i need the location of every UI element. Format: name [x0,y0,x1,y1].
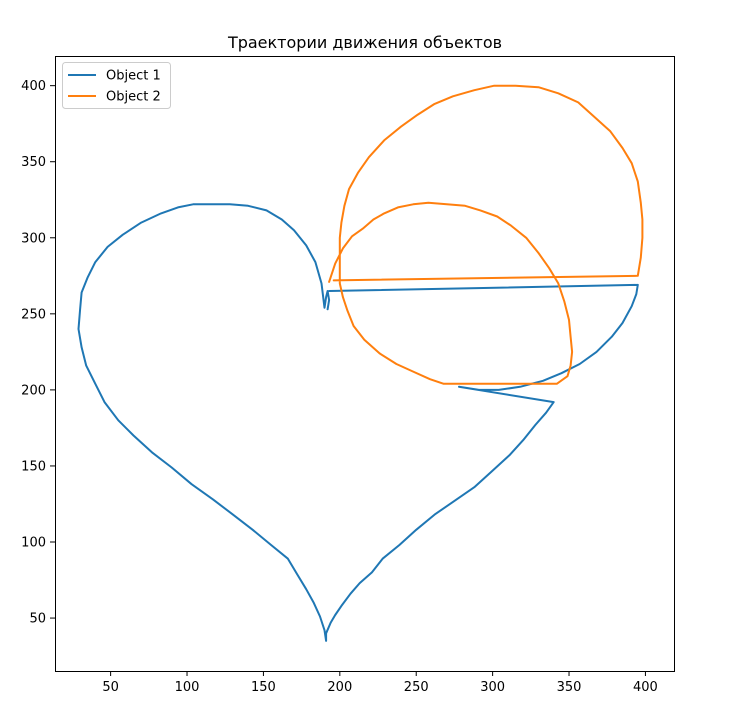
y-tick-label: 350 [21,155,46,170]
series-layer [77,84,644,642]
y-tick-label: 50 [29,612,46,627]
y-tick-label: 300 [21,231,46,246]
legend-label-object-1: Object 1 [106,69,161,84]
legend: Object 1 Object 2 [62,62,171,109]
series-line-object-1 [77,203,639,642]
chart-title: Траектории движения объектов [227,33,502,52]
x-tick-label: 250 [404,680,429,695]
x-tick-label: 300 [480,680,505,695]
legend-label-object-2: Object 2 [106,90,161,105]
x-tick-label: 50 [102,680,119,695]
y-tick-label: 400 [21,79,46,94]
y-tick-label: 200 [21,383,46,398]
series-line-object-2 [328,84,644,385]
x-axis: 50 100 150 200 250 300 350 400 [102,671,658,695]
y-axis: 50 100 150 200 250 300 350 400 [21,79,55,627]
x-tick-label: 350 [557,680,582,695]
x-tick-label: 400 [633,680,658,695]
y-tick-label: 250 [21,307,46,322]
y-tick-label: 100 [21,536,46,551]
x-tick-label: 100 [175,680,200,695]
plot-area-frame [55,56,675,672]
y-tick-label: 150 [21,459,46,474]
x-tick-label: 200 [327,680,352,695]
x-tick-label: 150 [251,680,276,695]
